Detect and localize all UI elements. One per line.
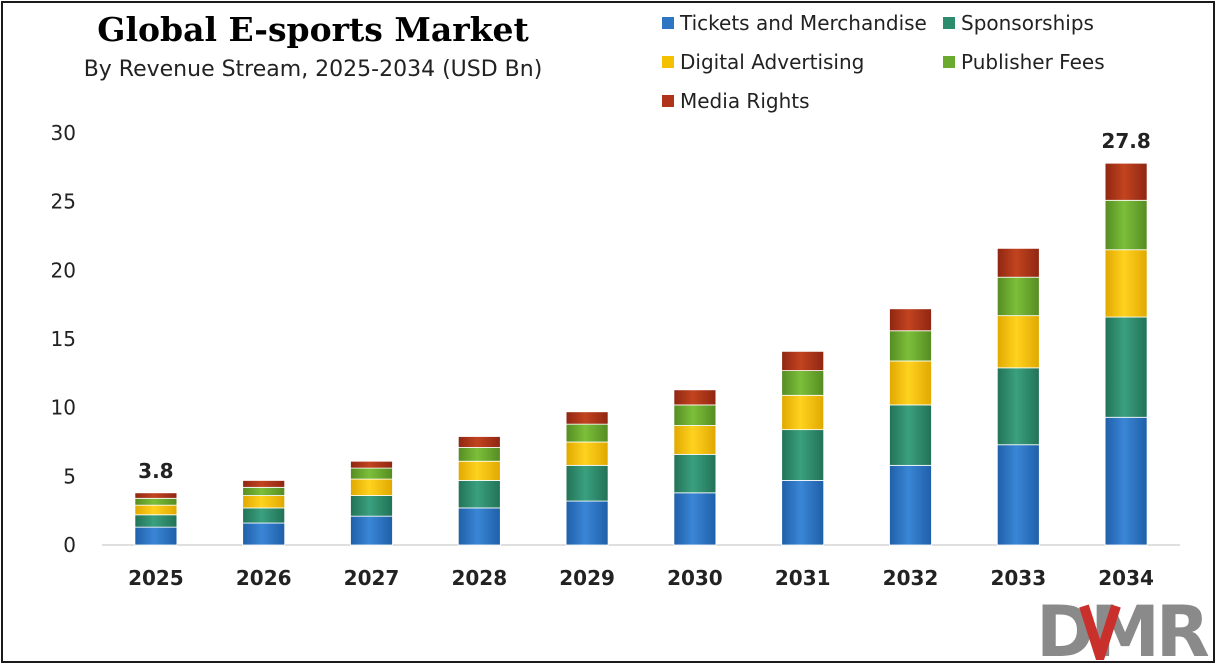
x-tick-label: 2025 [128,566,184,590]
legend-swatch-tickets [662,17,674,29]
bar-segment-2028-media-rights [457,436,501,448]
y-tick-label: 20 [51,258,76,282]
y-tick-label: 5 [63,464,76,488]
bar-segment-2029-media-rights [565,411,609,425]
x-tick-label: 2034 [1098,566,1154,590]
bar-segment-2034-publisher-fees [1104,199,1148,251]
bar-segment-2026-sponsorships [242,507,286,524]
x-tick-label: 2030 [667,566,723,590]
bar-segment-2031-publisher-fees [781,370,825,396]
bar-segment-2033-digital-advertising [996,315,1040,369]
bar-segment-2025-sponsorships [134,514,178,528]
bar-segment-2025-digital-advertising [134,504,178,516]
bar-segment-2032-tickets-and-merchandise [889,464,932,546]
bar-segment-2026-tickets-and-merchandise [242,522,286,546]
bar-segment-2033-sponsorships [996,367,1040,446]
bar-segment-2030-media-rights [673,389,717,406]
y-tick-label: 0 [63,533,76,557]
legend-label-publisher-fees: Publisher Fees [961,50,1105,74]
x-tick-label: 2026 [236,566,292,590]
y-tick-label: 15 [51,327,76,351]
bar-segment-2025-media-rights [134,492,178,499]
bar-segment-2031-media-rights [781,350,825,371]
bar-segment-2032-digital-advertising [889,360,932,406]
svg-text:DMR: DMR [1036,598,1209,660]
bar-segment-2029-publisher-fees [565,423,609,443]
bar-segment-2030-digital-advertising [673,425,717,455]
legend-label-sponsorships: Sponsorships [961,11,1094,35]
x-tick-label: 2031 [775,566,831,590]
bar-segment-2025-tickets-and-merchandise [134,526,178,546]
y-tick-label: 25 [51,190,76,214]
legend-swatch-publisher-fees [943,56,955,68]
bar-segment-2032-media-rights [889,308,932,332]
bar-segment-2026-digital-advertising [242,495,286,509]
bar-segment-2030-sponsorships [673,453,717,494]
total-label-2025: 3.8 [138,459,173,483]
legend-item-media-rights: Media Rights [662,89,810,113]
legend-swatch-media-rights [662,95,674,107]
legend-label-tickets: Tickets and Merchandise [680,11,927,35]
bar-segment-2027-tickets-and-merchandise [350,515,393,546]
bar-segment-2032-publisher-fees [889,330,932,362]
bar-segment-2028-publisher-fees [457,447,501,462]
total-labels: 3.8 27.8 [138,129,1151,483]
bar-segment-2033-publisher-fees [996,276,1040,317]
x-tick-label: 2028 [451,566,507,590]
bar-segment-2031-sponsorships [781,429,825,481]
bar-segment-2028-tickets-and-merchandise [457,507,501,546]
bar-segment-2025-publisher-fees [134,497,178,506]
bars [134,162,1148,546]
bar-segment-2034-media-rights [1104,162,1148,201]
x-tick-label: 2027 [344,566,400,590]
total-label-2034: 27.8 [1101,129,1150,153]
legend-item-sponsorships: Sponsorships [943,11,1094,35]
bar-segment-2031-tickets-and-merchandise [781,480,825,546]
bar-segment-2029-digital-advertising [565,441,609,466]
chart-title: Global E-sports Market [97,10,529,49]
bar-segment-2028-sponsorships [457,480,501,509]
bar-segment-2031-digital-advertising [781,394,825,431]
bar-segment-2029-tickets-and-merchandise [565,500,609,546]
legend-item-digital-advertising: Digital Advertising [662,50,864,74]
x-tick-label: 2029 [559,566,615,590]
bar-segment-2028-digital-advertising [457,460,501,481]
legend-swatch-sponsorships [943,17,955,29]
y-tick-label: 30 [51,121,76,145]
bar-segment-2027-digital-advertising [350,478,393,496]
bar-segment-2027-sponsorships [350,495,393,517]
legend-item-publisher-fees: Publisher Fees [943,50,1105,74]
bar-segment-2033-media-rights [996,247,1040,278]
x-tick-label: 2033 [990,566,1046,590]
legend-item-tickets: Tickets and Merchandise [662,11,927,35]
legend-label-digital-advertising: Digital Advertising [680,50,865,74]
bar-segment-2027-media-rights [350,460,393,469]
legend-label-media-rights: Media Rights [680,89,810,113]
bar-segment-2034-sponsorships [1104,316,1148,418]
bar-segment-2027-publisher-fees [350,467,393,480]
chart-subtitle: By Revenue Stream, 2025-2034 (USD Bn) [83,57,543,82]
bar-segment-2030-publisher-fees [673,404,717,426]
dmr-logo: DMR [1036,598,1210,660]
y-tick-label: 10 [51,396,76,420]
bar-segment-2034-digital-advertising [1104,249,1148,318]
bar-segment-2032-sponsorships [889,404,932,466]
bar-segment-2026-publisher-fees [242,486,286,496]
x-axis: 2025 2026 2027 2028 2029 2030 2031 2032 2033 2034 [128,566,1154,590]
legend-swatch-digital-advertising [662,56,674,68]
y-axis: 0 5 10 15 20 25 30 [51,121,76,557]
bar-segment-2026-media-rights [242,480,286,488]
bar-segment-2030-tickets-and-merchandise [673,492,717,546]
x-tick-label: 2032 [883,566,939,590]
chart-legend: Tickets and Merchandise Sponsorships Dig… [0,0,1216,120]
bar-segment-2033-tickets-and-merchandise [996,444,1040,546]
bar-segment-2029-sponsorships [565,464,609,502]
bar-segment-2034-tickets-and-merchandise [1104,416,1148,546]
